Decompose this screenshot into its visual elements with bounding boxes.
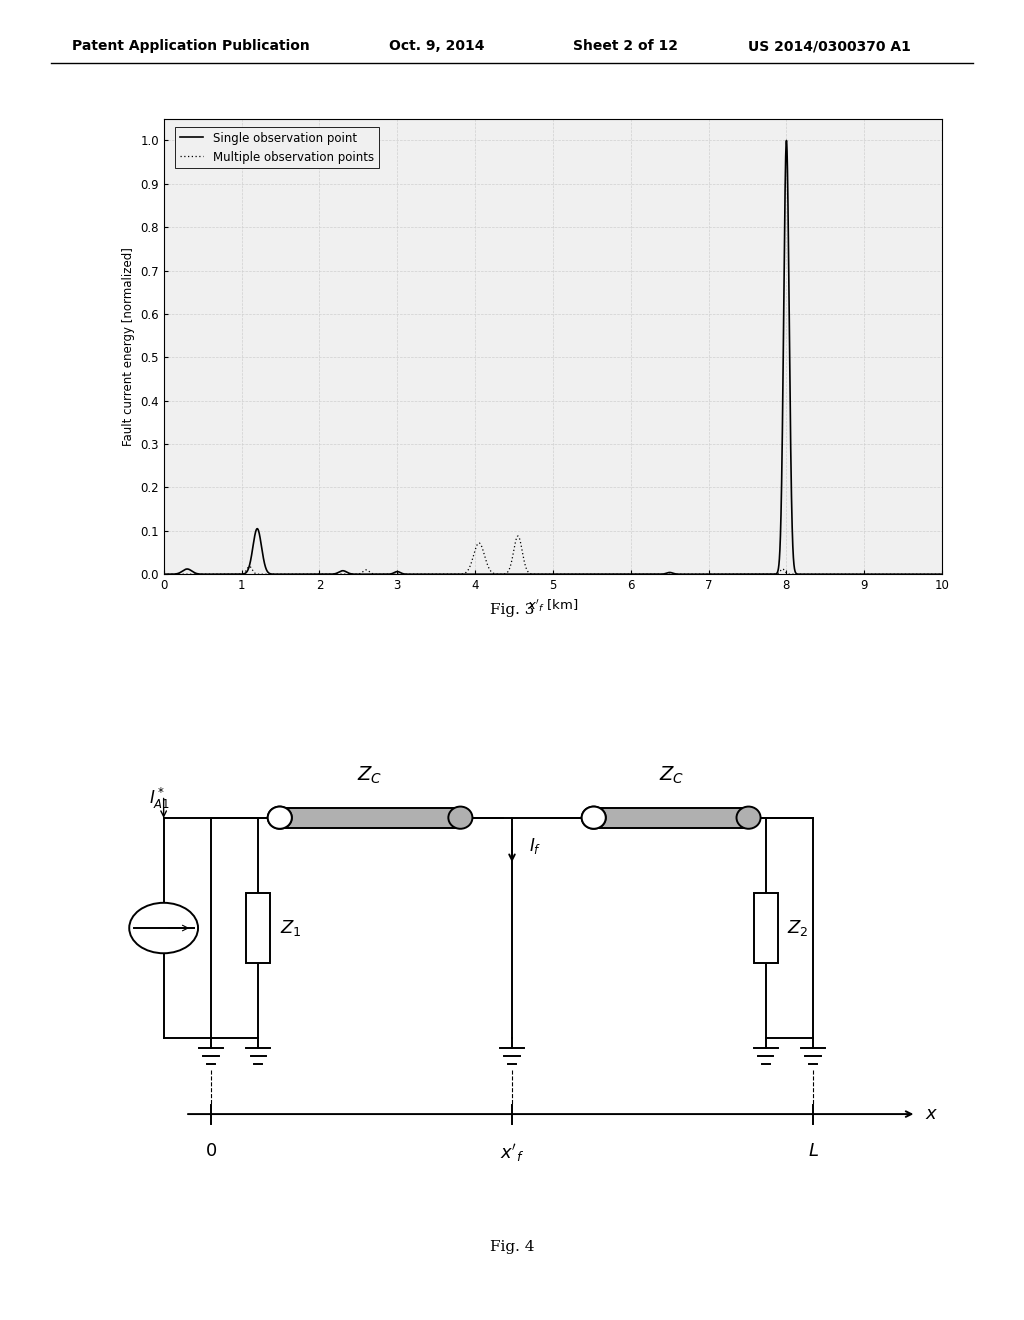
Text: $Z_C$: $Z_C$ — [357, 764, 383, 785]
Circle shape — [129, 903, 198, 953]
Bar — [280, 808, 461, 828]
Text: Fig. 3: Fig. 3 — [489, 603, 535, 616]
Text: $L$: $L$ — [808, 1142, 818, 1160]
Bar — [754, 894, 778, 962]
Text: Oct. 9, 2014: Oct. 9, 2014 — [389, 40, 484, 53]
Ellipse shape — [267, 807, 292, 829]
Text: $Z_1$: $Z_1$ — [280, 917, 301, 939]
Bar — [594, 808, 749, 828]
Text: $0$: $0$ — [205, 1142, 217, 1160]
Text: $x$: $x$ — [925, 1105, 938, 1123]
Text: $I_f$: $I_f$ — [529, 836, 542, 857]
Ellipse shape — [449, 807, 472, 829]
Text: Fig. 4: Fig. 4 — [489, 1241, 535, 1254]
Text: $Z_C$: $Z_C$ — [658, 764, 684, 785]
Text: US 2014/0300370 A1: US 2014/0300370 A1 — [748, 40, 910, 53]
Bar — [246, 894, 270, 962]
X-axis label: $x'_f$ [km]: $x'_f$ [km] — [527, 598, 579, 614]
Ellipse shape — [582, 807, 606, 829]
Text: Sheet 2 of 12: Sheet 2 of 12 — [573, 40, 679, 53]
Text: $I^*_{A1}$: $I^*_{A1}$ — [148, 787, 170, 812]
Text: $Z_2$: $Z_2$ — [787, 917, 809, 939]
Legend: Single observation point, Multiple observation points: Single observation point, Multiple obser… — [175, 127, 379, 168]
Ellipse shape — [267, 807, 292, 829]
Ellipse shape — [582, 807, 606, 829]
Y-axis label: Fault current energy [normalized]: Fault current energy [normalized] — [122, 247, 135, 446]
Text: Patent Application Publication: Patent Application Publication — [72, 40, 309, 53]
Text: $x'_f$: $x'_f$ — [500, 1142, 524, 1164]
Ellipse shape — [736, 807, 761, 829]
